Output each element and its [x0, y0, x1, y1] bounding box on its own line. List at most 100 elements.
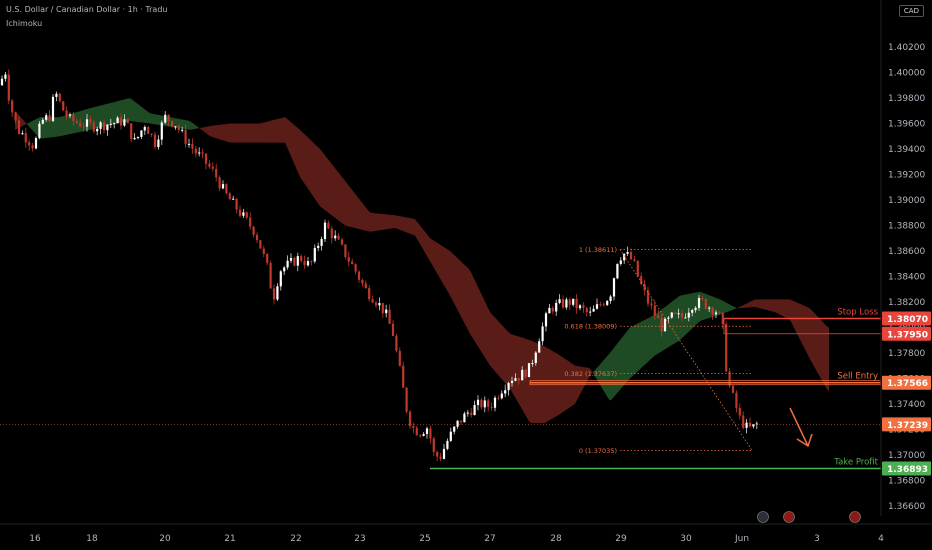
candle-body: [643, 284, 646, 291]
candle-body: [306, 261, 310, 266]
candle-body: [323, 222, 327, 240]
cloud-segment: [589, 367, 591, 378]
cloud-segment: [31, 120, 33, 131]
candle-body: [629, 252, 633, 260]
candle-body: [381, 303, 384, 314]
cloud-segment: [703, 292, 705, 321]
cloud-segment: [449, 250, 451, 298]
cloud-segment: [371, 212, 373, 232]
cloud-segment: [201, 127, 203, 131]
candle-body: [493, 397, 497, 408]
cloud-segment: [91, 107, 93, 130]
candle-body: [466, 412, 469, 414]
cloud-segment: [817, 315, 819, 376]
cloud-segment: [807, 306, 809, 358]
cloud-segment: [81, 110, 83, 132]
price-tag: [882, 326, 931, 341]
cloud-segment: [35, 118, 37, 136]
cloud-segment: [761, 299, 763, 310]
cloud-segment: [129, 98, 131, 122]
economic-event-icon: [849, 511, 861, 523]
cloud-segment: [473, 276, 475, 342]
candle-body: [130, 123, 133, 140]
candle-body: [636, 260, 639, 277]
candle-body: [663, 318, 667, 332]
cloud-segment: [331, 162, 333, 217]
candle-body: [198, 152, 201, 154]
cloud-segment: [351, 188, 353, 228]
candle-body: [453, 426, 456, 432]
cloud-segment: [587, 367, 589, 382]
cloud-segment: [775, 299, 777, 314]
candle-body: [177, 126, 180, 130]
cloud-segment: [481, 293, 483, 355]
cloud-segment: [223, 124, 225, 142]
cloud-segment: [777, 299, 779, 315]
candle-body: [167, 114, 170, 122]
cloud-segment: [213, 125, 215, 138]
candle-body: [691, 310, 694, 313]
cloud-segment: [313, 142, 315, 199]
cloud-segment: [491, 313, 493, 370]
candle-body: [194, 148, 197, 154]
candle-body: [731, 385, 735, 393]
cloud-segment: [131, 98, 133, 122]
cloud-segment: [793, 300, 795, 330]
cloud-segment: [511, 334, 513, 394]
candle-body: [555, 302, 558, 312]
cloud-segment: [337, 170, 339, 221]
cloud-segment: [771, 299, 773, 312]
candle-body: [334, 235, 337, 239]
cloud-segment: [325, 155, 327, 212]
cloud-segment: [797, 302, 799, 338]
cloud-segment: [717, 298, 719, 316]
candle-body: [674, 312, 677, 314]
cloud-segment: [825, 324, 827, 390]
cloud-segment: [611, 349, 613, 401]
indicator-label[interactable]: Ichimoku: [6, 19, 43, 28]
cloud-segment: [391, 214, 393, 229]
candle-body: [225, 184, 228, 194]
candle-body: [725, 324, 728, 372]
candle-body: [694, 307, 697, 311]
candle-body: [249, 217, 252, 227]
currency-label[interactable]: CAD: [898, 5, 924, 17]
candle-body: [85, 119, 89, 127]
candle-body: [232, 198, 235, 200]
cloud-segment: [623, 333, 625, 387]
fib-level-label: 0 (1.37035): [579, 447, 617, 455]
candle-body: [541, 326, 544, 342]
cloud-segment: [181, 119, 183, 129]
cloud-segment: [119, 100, 121, 124]
cloud-segment: [241, 123, 243, 143]
candle-body: [68, 114, 72, 116]
cloud-segment: [317, 146, 319, 205]
price-tag-label: 1.37950: [887, 330, 928, 340]
candle-body: [170, 121, 174, 127]
cloud-segment: [139, 104, 141, 123]
x-tick-label: 30: [680, 534, 692, 544]
cloud-segment: [207, 126, 209, 136]
cloud-segment: [595, 367, 597, 380]
cloud-segment: [531, 340, 533, 423]
cloud-segment: [259, 123, 261, 143]
candle-body: [490, 406, 493, 408]
y-tick-label: 1.39000: [888, 196, 925, 206]
cloud-segment: [755, 299, 757, 308]
cloud-segment: [667, 303, 669, 349]
cloud-segment: [235, 123, 237, 143]
cloud-segment: [367, 208, 369, 232]
time-axis[interactable]: 16 18 20 21 22 23 25 27 28 29 30 Jun 3 4: [0, 523, 932, 544]
symbol-title[interactable]: U.S. Dollar / Canadian Dollar · 1h · Tra…: [6, 5, 168, 14]
cloud-segment: [385, 214, 387, 230]
cloud-segment: [233, 123, 235, 143]
candle-body: [752, 424, 755, 427]
price-axis[interactable]: 1.40200 1.40000 1.39800 1.39600 1.39400 1.392…: [880, 0, 931, 516]
level-name: Stop Loss: [837, 307, 878, 317]
candle-body: [606, 300, 609, 306]
cloud-segment: [739, 306, 741, 309]
candle-body: [266, 253, 269, 263]
candle-body: [242, 212, 245, 216]
cloud-segment: [805, 306, 807, 354]
